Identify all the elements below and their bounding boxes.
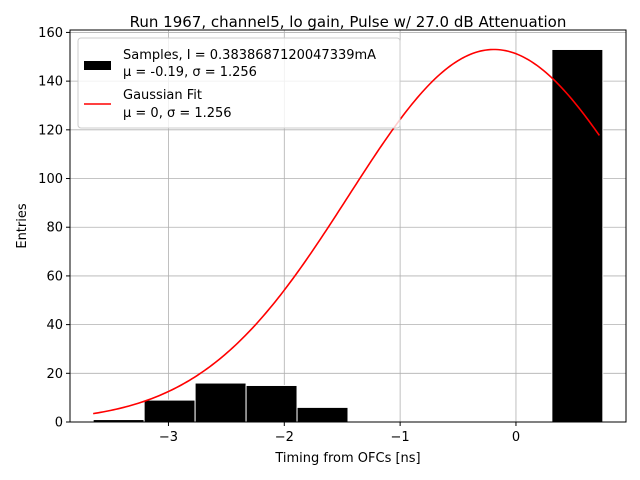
y-tick-label: 120 [38,123,63,138]
legend-bar-swatch [84,61,111,70]
axis-ticks: −3 −2 −1 0 0 20 40 60 80 100 120 140 160 [38,26,520,445]
histogram-bars [92,48,604,423]
legend-box [77,37,401,129]
y-tick-label: 140 [38,75,63,90]
y-axis-title: Entries [15,203,30,249]
legend-fit-label: Gaussian Fit [123,88,202,103]
y-tick-label: 0 [55,416,63,431]
y-tick-label: 100 [38,172,63,187]
y-tick-label: 20 [46,367,63,382]
y-tick-label: 80 [46,221,63,236]
legend-samples-stats: μ = -0.19, σ = 1.256 [123,65,257,80]
legend-fit-stats: μ = 0, σ = 1.256 [123,106,232,121]
x-tick-label: 0 [512,430,520,445]
histogram-bar [194,382,247,423]
x-axis-title: Timing from OFCs [ns] [274,451,420,466]
chart-title: Run 1967, channel5, lo gain, Pulse w/ 27… [130,13,567,31]
plot-frame [69,29,627,423]
y-tick-label: 60 [46,269,63,284]
fit-line [93,48,601,415]
x-tick-label: −1 [391,430,410,445]
histogram-bar [143,399,196,423]
y-tick-label: 40 [46,318,63,333]
x-tick-label: −3 [159,430,178,445]
y-tick-label: 160 [38,26,63,41]
histogram-bar [296,406,349,423]
gaussian-fit [93,48,601,415]
legend: Samples, I = 0.3838687120047339mA μ = -0… [77,37,401,129]
legend-samples-label: Samples, I = 0.3838687120047339mA [123,48,376,63]
x-tick-label: −2 [275,430,294,445]
histogram-bar [245,384,298,423]
